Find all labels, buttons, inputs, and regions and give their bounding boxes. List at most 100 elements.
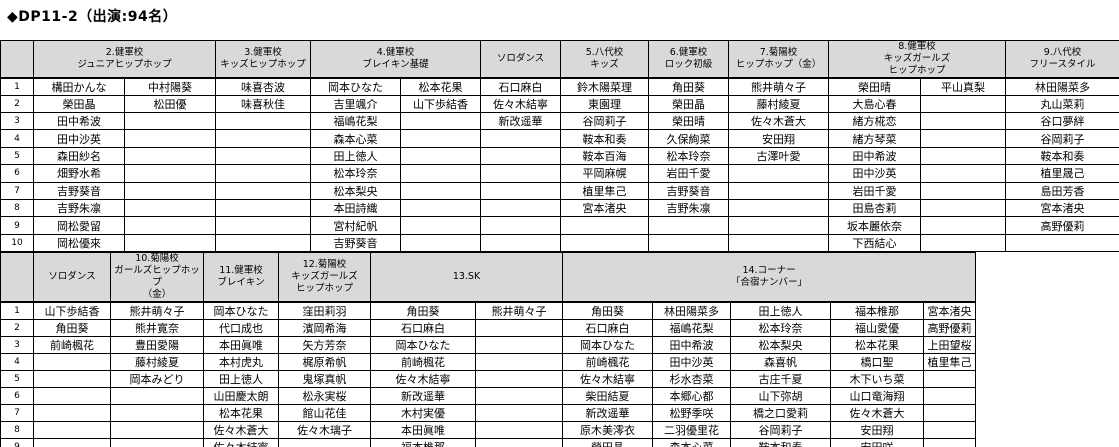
performer-cell: 岡本ひなた [203,301,279,320]
performer-cell: 本田詩織 [310,198,401,218]
row-number: 10 [0,233,34,253]
performer-cell: 安田翔 [830,420,924,439]
performer-cell: 山口竜海翔 [830,386,924,405]
row-number: 2 [0,94,34,114]
performer-cell: 本田眞唯 [203,335,279,354]
performer-cell: 榮田晴 [828,77,921,96]
performer-cell [922,403,977,422]
performer-cell [33,437,111,447]
column-group-header: 8.健軍校 キッズガールズ ヒップホップ [827,39,1007,79]
table-row: 4 藤村綾夏 本村虎丸 梶原希帆 前崎楓花 前崎楓花 田中沙英 森喜帆 橋口聖 植里隼己 [0,352,977,371]
performer-cell [560,233,649,253]
performer-cell [919,181,1007,200]
performer-cell: 榮田晶 [562,437,653,447]
performer-cell: 林田陽菜多 [1005,77,1119,96]
performer-cell: 松本梨央 [730,335,831,354]
performer-cell: 杉水杏菜 [652,369,731,388]
performer-cell: 古澤叶愛 [728,146,829,166]
performer-cell [919,233,1007,253]
table-row: 2 角田葵 熊井寛奈 代口成也 濱岡希海 石口麻白 石口麻白 福嶋花梨 松本玲奈 福山愛優 高野優莉 [0,318,977,337]
column-group-header: 4.健軍校 ブレイキン基礎 [310,39,481,79]
performer-cell: 角田葵 [648,77,729,96]
performer-cell: 安田咲 [830,437,924,447]
performer-cell [480,146,561,166]
row-number: 2 [0,318,34,337]
performer-cell: 代口成也 [203,318,279,337]
performer-cell: 木下いち菜 [830,369,924,388]
performer-cell: 福嶋花梨 [652,318,731,337]
performer-cell [475,386,563,405]
row-number-header [0,252,34,303]
performer-cell [400,112,481,131]
performer-cell: 田中沙英 [828,164,921,183]
performer-cell: 本郷心都 [652,386,731,405]
performer-cell [110,420,204,439]
column-group-header: 5.八代校 キッズ [560,39,649,79]
performer-cell: 岡本ひなた [562,335,653,354]
table-row: 5 森田紗名 田上徳人 鞍本百海 松本玲奈 古澤叶愛 田中希波 鞍本和奏 [0,146,1119,166]
performer-cell [919,94,1007,114]
row-number: 5 [0,146,34,166]
performer-cell: 藤村綾夏 [728,94,829,114]
performer-cell: 福嶋花梨 [310,112,401,131]
performer-cell: 佐々木結寧 [203,437,279,447]
performer-cell: 丸山菜莉 [1005,94,1119,114]
table-row: 9 佐々木結寧 福本椎那 榮田晶 森本心菜 鞍本和奏 安田咲 [0,437,977,447]
performer-cell: 田中沙英 [652,352,731,371]
performer-cell: 吉野葵音 [310,233,401,253]
performer-cell [215,198,311,218]
performer-cell: 松永実桜 [278,386,371,405]
performer-cell: 福本椎那 [370,437,476,447]
performer-cell [480,164,561,183]
performer-cell: 岡本ひなた [310,77,401,96]
column-group-header: ソロダンス [33,252,111,303]
performer-cell: 鬼塚真帆 [278,369,371,388]
table-row: 2 榮田晶 松田優 味喜秋佳 吉里颯介 山下歩結香 佐々木結寧 東園理 榮田晶 藤村綾夏 大島心春丸… [0,94,1119,114]
performer-cell [400,181,481,200]
row-number: 3 [0,335,34,354]
performer-cell [124,112,216,131]
performer-cell: 松野季咲 [652,403,731,422]
column-group-header: 3.健軍校 キッズヒップホップ [215,39,311,79]
performer-cell [1005,233,1119,253]
performer-cell [215,129,311,148]
performer-cell: 田中希波 [33,112,125,131]
performer-cell: 角田葵 [33,318,111,337]
performer-cell [124,233,216,253]
performer-cell [215,164,311,183]
performer-cell: 松本玲奈 [648,146,729,166]
performer-cell: 鞍本和奏 [560,129,649,148]
performer-cell: 吉野葵音 [33,181,125,200]
column-group-header: 12.菊陽校 キッズガールズ ヒップホップ [278,252,371,303]
performer-cell: 木村実優 [370,403,476,422]
performer-cell: 味喜杏波 [215,77,311,96]
performer-cell [475,318,563,337]
performer-cell: 榮田晴 [648,112,729,131]
row-number: 3 [0,112,34,131]
table-row: 7 松本花果 館山花佳 木村実優 新改遥華 松野季咲 橋之口愛莉 佐々木蒼大 [0,403,977,422]
performer-cell: 岡松愛留 [33,216,125,235]
performer-cell [919,112,1007,131]
performer-cell: 橋口聖 [830,352,924,371]
performer-cell: 前崎楓花 [562,352,653,371]
performer-cell [728,216,829,235]
performer-cell: 高野優莉 [922,318,977,337]
performer-cell: 吉野朱凛 [648,198,729,218]
performer-cell: 鞍本和奏 [1005,146,1119,166]
table-row: 3 田中希波 福嶋花梨 新改遥華 谷岡莉子 榮田晴 佐々木蒼大 緒方椛恋 谷口夢絆 [0,112,1119,131]
performer-cell: 矢方芳奈 [278,335,371,354]
performer-cell: 岡松優來 [33,233,125,253]
performer-cell: 山下弥胡 [730,386,831,405]
column-group-header: 11.健軍校 ブレイキン [203,252,279,303]
performer-cell: 山下歩結香 [400,94,481,114]
table-row: 6 畑野水希 松本玲奈 平岡麻幌 岩田千愛 田中沙英 植里晟己 [0,164,1119,183]
table-row: 6 山田慶太朗 松永実桜 新改遥華 柴田結夏 本郷心都 山下弥胡 山口竜海翔 [0,386,977,405]
table-row: 10 岡松優來 吉野葵音 下西結心 [0,233,1119,253]
performer-cell [400,198,481,218]
performer-cell: 緒方琴菜 [828,129,921,148]
performer-cell [215,216,311,235]
performer-cell: 谷岡莉子 [730,420,831,439]
performer-cell [919,198,1007,218]
page-title: ◆DP11-2（出演:94名） [7,9,178,25]
